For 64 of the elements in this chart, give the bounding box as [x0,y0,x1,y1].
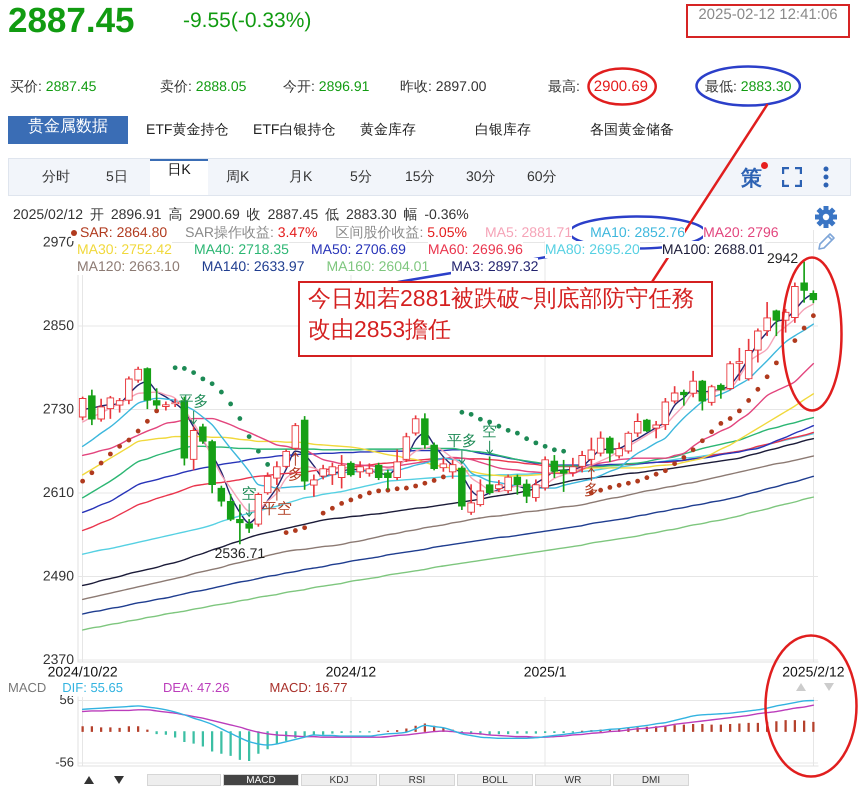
annotation: 空 [482,422,498,440]
tab-button: WR [535,774,611,786]
chart-title: 2025/02/12 开 2896.91 高 2900.69 收 2887.45 低 2883.30 幅 -0.36% [13,206,469,224]
text: MA160: 2604.01 [326,258,430,275]
text: MA5: 2881.71 [484,224,572,241]
annotation: 2942 [766,250,798,266]
x-tick-label: 2025/1 [524,663,567,680]
text: MA60: 2696.96 [428,241,523,258]
text: 策 [741,166,762,192]
text: 最低: 2883.30 [705,78,792,94]
y-tick-label: 2730 [42,400,74,416]
annotation: 区间股价收益: 5.05% [335,224,467,240]
y-tick-label: 2610 [42,484,74,500]
text: MA20: 2796 [703,224,779,241]
text: MA120: 2663.10 [77,258,180,275]
y-tick-label: -56 [55,754,74,770]
text: 15分 [405,168,435,186]
text: 各国黄金储备 [590,121,674,139]
annotation: 平多 [446,432,477,450]
text: MA100: 2688.01 [662,241,765,258]
annotation: 空 [242,486,257,503]
text: -9.55(-0.33%) [183,9,312,33]
annotation: 2536.71 [214,544,266,561]
text: MA3: 2897.32 [451,258,538,275]
text: ETF黄金持仓 [146,121,228,139]
text: 60分 [527,168,557,186]
x-tick-label: 2024/12 [326,663,376,680]
text: MA10: 2852.76 [590,224,686,241]
tab-button: DMI [613,774,689,786]
text: 分时 [42,168,70,186]
text: 卖价: 2888.05 [160,78,246,94]
text: ETF白银持仓 [253,121,336,139]
text: 月K [289,168,312,186]
text: 最高: 2900.69 [548,78,648,95]
series-label: DIF: 55.65 [62,680,123,696]
tab-button: BOLL [457,774,533,786]
text: 5分 [350,168,372,186]
text: MA30: 2752.42 [77,241,172,258]
tab-button: 日K [150,159,208,195]
x-tick-label: 2025/2/12 [782,663,845,680]
text: 2887.45 [8,1,135,41]
tab-button: RSI [379,774,455,786]
text: 5日 [106,168,128,186]
text: MA140: 2633.97 [202,258,304,275]
text: 今开: 2896.91 [283,78,370,94]
chart-title: MACD [8,680,46,696]
text: 周K [226,168,250,186]
text: 买价: 2887.45 [10,78,96,94]
annotation: SAR操作收益: 3.47% [185,224,318,240]
text: 黄金库存 [360,121,416,139]
text: 昨收: 2897.00 [400,78,486,94]
y-tick-label: 2850 [42,316,74,333]
text: 白银库存 [475,121,531,139]
text: MA40: 2718.35 [194,241,289,258]
text: MA50: 2706.69 [310,241,406,258]
tab-button: 贵金属数据 [8,116,128,144]
y-tick-label: 2490 [42,567,74,584]
legend-label: SAR: 2864.80 [80,224,168,241]
tab-button: MACD [223,774,299,786]
text: MACD: 16.77 [269,680,348,696]
series-label: DEA: 47.26 [162,680,230,696]
text: 30分 [466,168,496,186]
text: MA80: 2695.20 [544,241,640,258]
tab-button: KDJ [301,774,377,786]
